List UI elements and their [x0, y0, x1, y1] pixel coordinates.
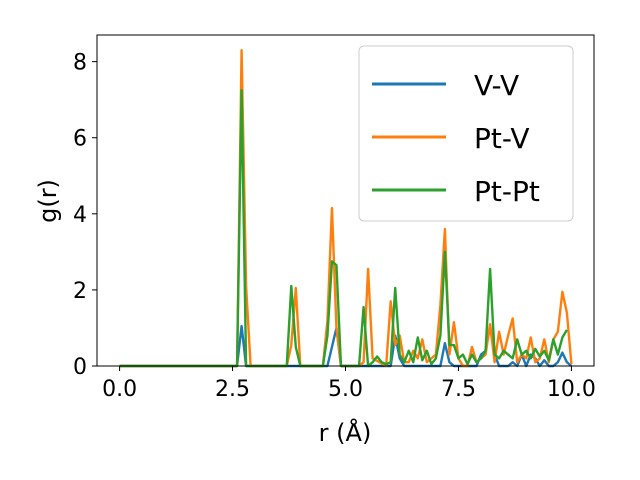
legend-label-pt-v: Pt-V: [474, 122, 529, 155]
y-tick-label: 6: [73, 127, 87, 152]
x-tick-label: 0.0: [102, 377, 137, 402]
y-tick-label: 8: [73, 51, 87, 76]
series-line-v-v: [119, 324, 573, 368]
legend-label-pt-pt: Pt-Pt: [474, 175, 540, 208]
legend-label-v-v: V-V: [474, 69, 519, 102]
x-tick-label: 10.0: [547, 377, 596, 402]
y-tick-label: 4: [73, 203, 87, 228]
series-line-pt-pt: [119, 88, 568, 368]
y-axis-label: g(r): [34, 179, 62, 223]
axis-ticks: 0.0 2.5 5.0 7.5 10.0 0 2 4 6 8: [73, 51, 596, 402]
y-tick-label: 0: [73, 355, 87, 380]
x-axis-label: r (Å): [319, 418, 372, 447]
x-tick-label: 2.5: [215, 377, 250, 402]
x-tick-label: 7.5: [441, 377, 476, 402]
legend-box: [358, 45, 574, 222]
x-tick-label: 5.0: [328, 377, 363, 402]
y-tick-label: 2: [73, 279, 87, 304]
series-line-pt-v: [119, 49, 573, 368]
legend: V-V Pt-V Pt-Pt: [358, 45, 574, 222]
